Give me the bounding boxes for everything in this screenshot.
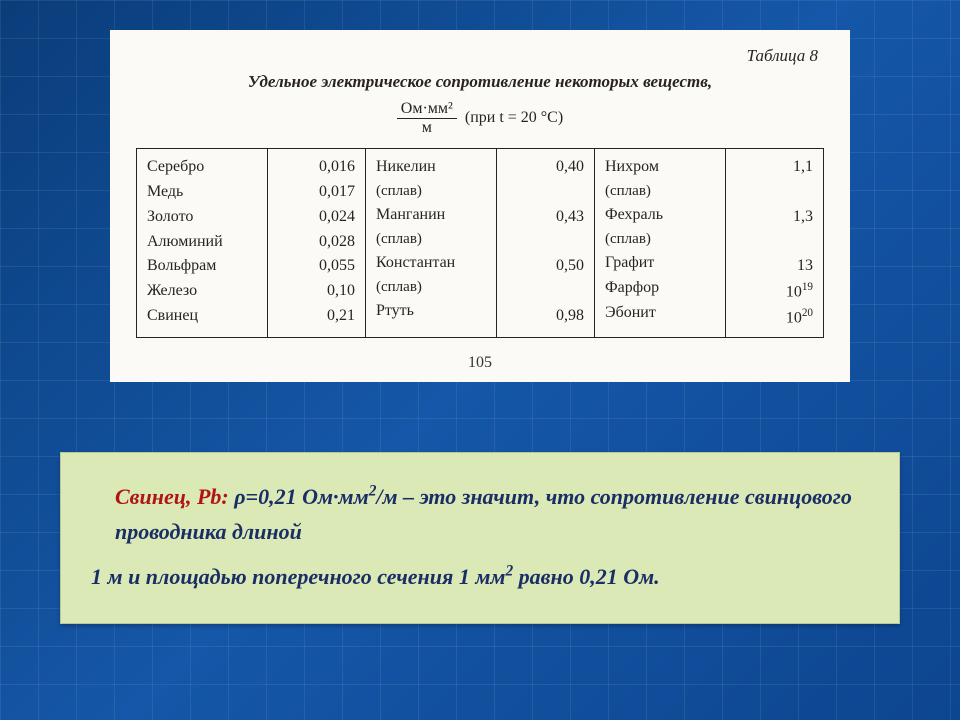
names-subcolumn: СереброМедьЗолотоАлюминийВольфрамЖелезоС… xyxy=(137,149,267,337)
material-value: 0,50 xyxy=(501,254,584,279)
material-name: Эбонит xyxy=(605,301,717,326)
material-name: Манганин xyxy=(376,203,488,228)
material-name: Никелин xyxy=(376,155,488,180)
material-value: 1019 xyxy=(730,279,813,305)
caption-lead: Свинец, Pb: xyxy=(115,484,229,509)
names-subcolumn: Нихром(сплав)Фехраль(сплав)ГрафитФарфорЭ… xyxy=(595,149,725,337)
material-name: Фарфор xyxy=(605,276,717,301)
material-name: Фехраль xyxy=(605,203,717,228)
material-name: Нихром xyxy=(605,155,717,180)
material-value: 0,055 xyxy=(272,254,355,279)
material-value: 0,43 xyxy=(501,205,584,230)
material-value: 0,024 xyxy=(272,205,355,230)
caption-line-2: 1 м и площадью поперечного сечения 1 мм2… xyxy=(91,559,869,594)
table-label: Таблица 8 xyxy=(136,46,818,66)
material-name: Золото xyxy=(147,205,259,230)
material-value: 0,10 xyxy=(272,279,355,304)
material-value: 1020 xyxy=(730,305,813,331)
resistivity-table: СереброМедьЗолотоАлюминийВольфрамЖелезоС… xyxy=(136,148,824,338)
names-subcolumn: Никелин(сплав)Манганин(сплав)Константан(… xyxy=(366,149,496,337)
material-value: 0,21 xyxy=(272,304,355,329)
material-name: Алюминий xyxy=(147,230,259,255)
alloy-note: (сплав) xyxy=(605,180,717,203)
material-name: Медь xyxy=(147,180,259,205)
table-title: Удельное электрическое сопротивление нек… xyxy=(136,72,824,92)
table-column: Никелин(сплав)Манганин(сплав)Константан(… xyxy=(365,149,594,337)
material-value: 0,98 xyxy=(501,304,584,329)
resistivity-table-scan: Таблица 8 Удельное электрическое сопроти… xyxy=(110,30,850,382)
material-value: 0,017 xyxy=(272,180,355,205)
values-subcolumn: 0,40 0,43 0,50 0,98 xyxy=(496,149,594,337)
unit-condition: (при t = 20 °C) xyxy=(465,109,563,126)
material-value: 1,1 xyxy=(730,155,813,180)
material-value: 0,016 xyxy=(272,155,355,180)
alloy-note: (сплав) xyxy=(376,228,488,251)
material-value: 1,3 xyxy=(730,205,813,230)
material-name: Свинец xyxy=(147,304,259,329)
values-subcolumn: 1,1 1,3 1310191020 xyxy=(725,149,823,337)
alloy-note: (сплав) xyxy=(605,228,717,251)
material-value: 0,40 xyxy=(501,155,584,180)
values-subcolumn: 0,0160,0170,0240,0280,0550,100,21 xyxy=(267,149,365,337)
unit-denominator: м xyxy=(397,119,457,137)
alloy-note: (сплав) xyxy=(376,276,488,299)
unit-line: Ом·мм² м (при t = 20 °C) xyxy=(136,100,824,136)
caption-line-1: Свинец, Pb: ρ=0,21 Ом·мм2/м – это значит… xyxy=(91,479,869,549)
alloy-note: (сплав) xyxy=(376,180,488,203)
table-column: СереброМедьЗолотоАлюминийВольфрамЖелезоС… xyxy=(137,149,365,337)
page-number: 105 xyxy=(136,354,824,372)
material-value: 0,028 xyxy=(272,230,355,255)
material-name: Вольфрам xyxy=(147,254,259,279)
unit-numerator: Ом·мм² xyxy=(397,100,457,119)
material-name: Ртуть xyxy=(376,299,488,324)
material-value: 13 xyxy=(730,254,813,279)
table-column: Нихром(сплав)Фехраль(сплав)ГрафитФарфорЭ… xyxy=(594,149,823,337)
material-name: Железо xyxy=(147,279,259,304)
material-name: Константан xyxy=(376,251,488,276)
material-name: Графит xyxy=(605,251,717,276)
material-name: Серебро xyxy=(147,155,259,180)
unit-fraction: Ом·мм² м xyxy=(397,100,457,136)
caption-panel: Свинец, Pb: ρ=0,21 Ом·мм2/м – это значит… xyxy=(60,452,900,624)
